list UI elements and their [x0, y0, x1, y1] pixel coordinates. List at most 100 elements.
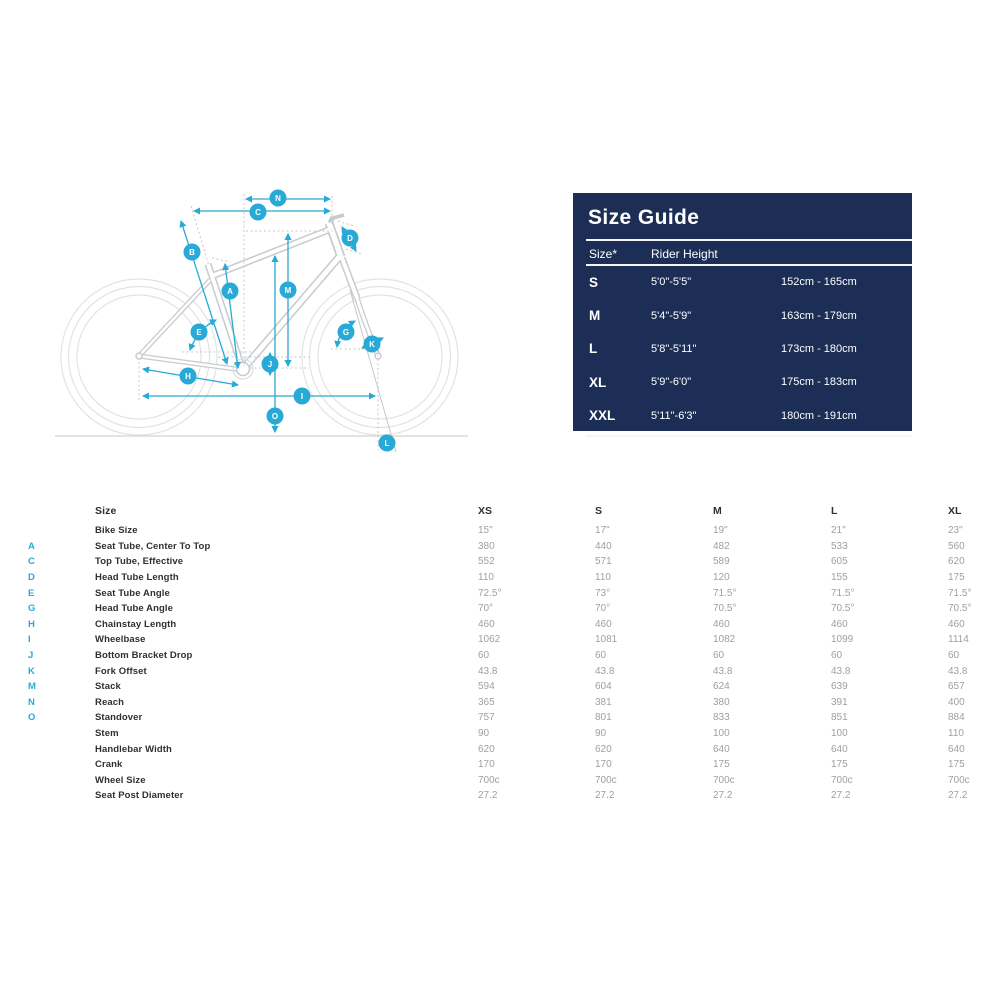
marker-badge-C: C	[249, 203, 267, 221]
geo-cell-value: 833	[713, 712, 730, 724]
svg-text:B: B	[189, 248, 195, 257]
geo-cell-value: 21"	[831, 525, 846, 537]
size-guide-col-height: Rider Height	[651, 246, 718, 261]
rider-height-ft: 5'0"-5'5"	[651, 276, 692, 289]
geo-cell-value: 15"	[478, 525, 493, 537]
geo-cell-value: 560	[948, 540, 965, 552]
geometry-table-row: O Standover 757 801 833 851 884	[0, 710, 1000, 726]
geo-row-label: Wheelbase	[95, 634, 146, 646]
geo-column-header: S	[595, 504, 603, 517]
geo-cell-value: 700c	[478, 774, 500, 786]
rider-height-ft: 5'9"-6'0"	[651, 376, 692, 389]
marker-badge-I: I	[293, 387, 311, 405]
geo-cell-value: 460	[478, 618, 495, 630]
geo-cell-value: 1082	[713, 634, 736, 646]
front-wheel	[301, 278, 459, 436]
geo-cell-value: 589	[713, 556, 730, 568]
geo-cell-value: 19"	[713, 525, 728, 537]
marker-badge-A: A	[221, 282, 239, 300]
geo-cell-value: 23"	[948, 525, 963, 537]
marker-badge-G: G	[337, 323, 355, 341]
geo-cell-value: 60	[595, 650, 607, 662]
geo-column-header: XS	[478, 504, 493, 517]
geo-cell-value: 381	[595, 696, 612, 708]
geo-cell-value: 71.5°	[831, 587, 855, 599]
geo-row-letter: C	[28, 556, 35, 568]
svg-text:O: O	[272, 412, 278, 421]
marker-badge-N: N	[269, 189, 287, 207]
geometry-table-row: E Seat Tube Angle 72.5° 73° 71.5° 71.5° 71.5°	[0, 585, 1000, 601]
size-guide-header-row: Size* Rider Height	[573, 243, 912, 264]
geo-cell-value: 365	[478, 696, 495, 708]
geo-cell-value: 155	[831, 572, 848, 584]
bottom-bracket	[235, 361, 251, 377]
size-guide-row: XXL 5'11"-6'3" 180cm - 191cm	[573, 399, 912, 432]
marker-badge-M: M	[279, 281, 297, 299]
geo-column-header: XL	[948, 504, 962, 517]
geo-cell-value: 60	[948, 650, 960, 662]
geo-cell-value: 884	[948, 712, 965, 724]
size-guide-row: M 5'4"-5'9" 163cm - 179cm	[573, 299, 912, 332]
marker-badge-K: K	[363, 335, 381, 353]
geo-row-letter: N	[28, 696, 35, 708]
rider-height-ft: 5'8"-5'11"	[651, 342, 697, 355]
geo-cell-value: 851	[831, 712, 848, 724]
geo-row-label: Seat Post Diameter	[95, 790, 184, 802]
geo-cell-value: 43.8	[478, 665, 498, 677]
svg-text:H: H	[185, 372, 191, 381]
geometry-table-row: Wheel Size 700c 700c 700c 700c 700c	[0, 773, 1000, 789]
geo-cell-value: 657	[948, 681, 965, 693]
svg-text:J: J	[268, 360, 272, 369]
geo-cell-value: 90	[478, 728, 490, 740]
geo-row-label: Bottom Bracket Drop	[95, 650, 193, 662]
geo-row-label: Bike Size	[95, 525, 138, 537]
svg-text:L: L	[385, 439, 390, 448]
geo-cell-value: 100	[831, 728, 848, 740]
geo-cell-value: 640	[713, 743, 730, 755]
geo-cell-value: 43.8	[831, 665, 851, 677]
size-label: S	[589, 274, 599, 290]
geo-cell-value: 110	[595, 572, 611, 584]
geo-cell-value: 175	[948, 759, 965, 771]
geo-cell-value: 460	[595, 618, 612, 630]
geo-cell-value: 70.5°	[831, 603, 855, 615]
marker-badge-L: L	[378, 434, 396, 452]
size-guide-col-size: Size*	[589, 246, 618, 261]
size-label: L	[589, 341, 598, 357]
svg-text:C: C	[255, 208, 261, 217]
steering-axis-line	[349, 289, 397, 453]
geo-column-header: M	[713, 504, 722, 517]
geo-row-letter: E	[28, 587, 35, 599]
geo-cell-value: 73°	[595, 587, 611, 599]
geo-cell-value: 700c	[831, 774, 853, 786]
geo-cell-value: 620	[948, 556, 965, 568]
geo-cell-value: 60	[831, 650, 843, 662]
geo-cell-value: 571	[595, 556, 612, 568]
geo-cell-value: 43.8	[595, 665, 615, 677]
geo-cell-value: 640	[948, 743, 965, 755]
rear-dropout	[135, 352, 143, 360]
geo-cell-value: 482	[713, 540, 730, 552]
geo-cell-value: 801	[595, 712, 612, 724]
geometry-table-row: Seat Post Diameter 27.2 27.2 27.2 27.2 27.2	[0, 788, 1000, 804]
svg-text:A: A	[227, 287, 233, 296]
geo-cell-value: 70°	[595, 603, 611, 615]
geo-cell-value: 70.5°	[713, 603, 737, 615]
geo-cell-value: 170	[595, 759, 612, 771]
divider	[586, 435, 912, 438]
geo-size-header: Size	[95, 504, 117, 517]
geo-row-label: Seat Tube Angle	[95, 587, 170, 599]
rider-height-cm: 163cm - 179cm	[781, 309, 857, 322]
rider-height-ft: 5'11"-6'3"	[651, 409, 697, 422]
geo-cell-value: 70°	[478, 603, 494, 615]
marker-badge-H: H	[179, 367, 197, 385]
geo-cell-value: 60	[478, 650, 490, 662]
divider	[586, 264, 912, 266]
geo-cell-value: 170	[478, 759, 495, 771]
geo-cell-value: 71.5°	[713, 587, 737, 599]
geo-cell-value: 700c	[595, 774, 617, 786]
geo-cell-value: 43.8	[713, 665, 733, 677]
geo-row-letter: H	[28, 618, 35, 630]
geometry-table-row: Bike Size 15" 17" 19" 21" 23"	[0, 523, 1000, 539]
